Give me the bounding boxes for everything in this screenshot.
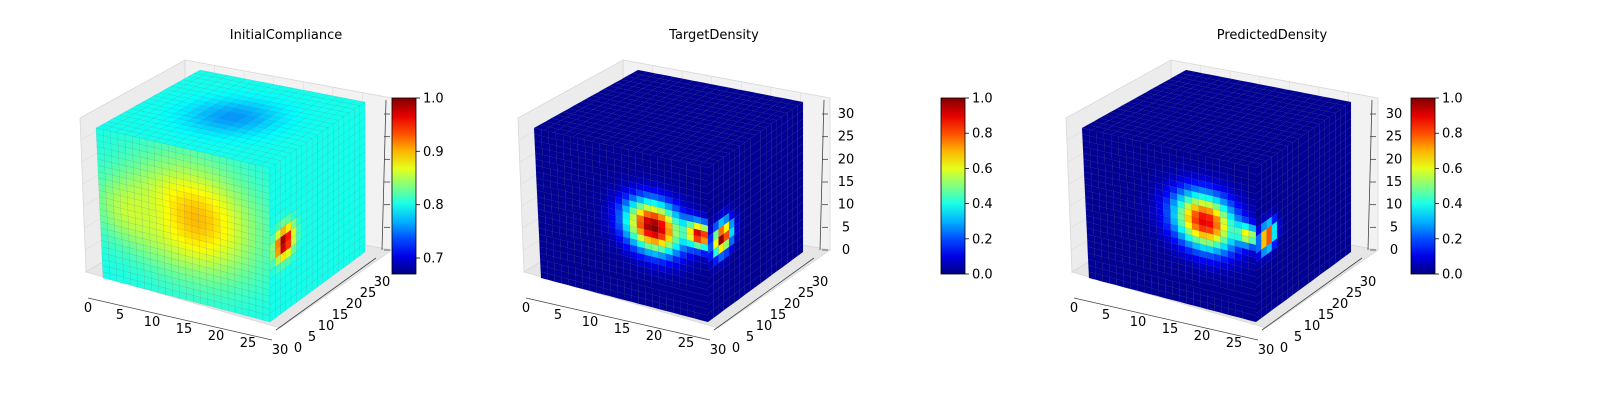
x-tick-label: 10 [1130,315,1147,330]
x-tick-label: 30 [1258,343,1275,358]
y-tick-label: 10 [318,319,335,334]
x-tick-label: 30 [272,343,289,358]
z-tick-label: 30 [838,107,855,122]
y-tick-label: 5 [746,330,754,345]
colorbar-tick-label: 0.7 [423,252,444,267]
colorbar-tick-label: 1.0 [423,92,444,107]
colorbar-tick-label: 0.6 [972,162,993,177]
subplot-2: 0 5 10 15 20 25 30 051015202530051015202530Targ… [517,28,993,358]
colorbar-tick-label: 0.0 [1442,268,1463,283]
subplot-3: 0 5 10 15 20 25 30 051015202530051015202530Pred… [1065,28,1463,358]
z-axis-line [381,99,387,251]
y-tick-label: 20 [346,297,363,312]
x-tick-label: 25 [240,336,257,351]
subplot-1: 0 5 10 15 20 25 30 051015202530InitialComplianc… [79,28,444,358]
colorbar-tick-label: 1.0 [972,92,993,107]
z-tick-label: 15 [1386,175,1403,190]
y-tick-label: 25 [360,286,377,301]
y-tick-label: 15 [332,308,349,323]
z-tick-label: 10 [838,198,855,213]
x-tick-label: 10 [582,315,599,330]
y-axis-line [275,257,377,331]
x-tick-label: 15 [176,322,193,337]
colorbar-tick-label: 0.8 [972,127,993,142]
chart-title: PredictedDensity [1217,28,1328,43]
colorbar-tick-label: 0.8 [1442,127,1463,142]
colorbar-tick-label: 0.8 [423,198,444,213]
x-tick-label: 25 [1226,336,1243,351]
colorbar-tick-label: 1.0 [1442,92,1463,107]
chart-title: InitialCompliance [230,28,343,43]
x-tick-label: 30 [710,343,727,358]
x-tick-label: 0 [522,301,530,316]
y-tick-label: 30 [812,275,829,290]
z-tick-label: 5 [1390,220,1398,235]
x-tick-label: 10 [144,315,161,330]
x-tick-label: 0 [84,301,92,316]
y-tick-label: 30 [374,275,391,290]
z-tick-label: 25 [1386,130,1403,145]
voxel-right [359,243,366,257]
x-axis-line [87,297,273,341]
x-tick-label: 5 [554,308,562,323]
colorbar-tick-label: 0.4 [1442,197,1463,212]
x-tick-label: 15 [614,322,631,337]
x-tick-label: 20 [646,329,663,344]
z-tick-label: 5 [842,220,850,235]
colorbar-tick-label: 0.0 [972,268,993,283]
colorbar-tick-label: 0.6 [1442,162,1463,177]
y-tick-label: 0 [294,341,302,356]
x-tick-label: 5 [1102,308,1110,323]
colorbar-tick-label: 0.9 [423,145,444,160]
y-tick-label: 5 [1294,330,1302,345]
colorbar [1410,97,1436,275]
z-tick-label: 0 [842,243,850,258]
z-tick-label: 15 [838,175,855,190]
x-tick-label: 20 [208,329,225,344]
z-tick-label: 25 [838,130,855,145]
x-tick-label: 15 [1162,322,1179,337]
y-tick-label: 0 [1280,341,1288,356]
z-tick-label: 30 [1386,107,1403,122]
z-tick-label: 10 [1386,198,1403,213]
chart-title: TargetDensity [668,28,759,43]
z-tick-label: 20 [1386,152,1403,167]
y-tick-label: 0 [732,341,740,356]
x-tick-label: 25 [678,336,695,351]
y-tick-label: 5 [308,330,316,345]
z-tick-label: 0 [1390,243,1398,258]
x-tick-label: 0 [1070,301,1078,316]
x-tick-label: 5 [116,308,124,323]
z-tick-label: 20 [838,152,855,167]
y-tick-label: 30 [1360,275,1377,290]
x-tick-label: 20 [1194,329,1211,344]
colorbar [940,97,966,275]
colorbar-tick-label: 0.2 [1442,232,1463,247]
colorbar [391,97,417,275]
colorbar-tick-label: 0.4 [972,197,993,212]
colorbar-tick-label: 0.2 [972,232,993,247]
